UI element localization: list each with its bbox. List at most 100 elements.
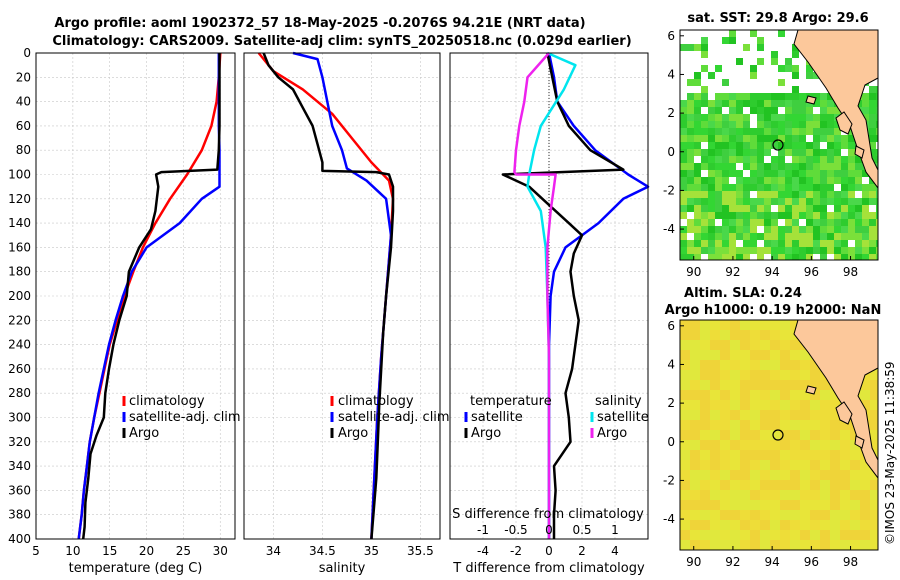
sst-cell <box>778 100 785 107</box>
sla-cell <box>730 480 740 490</box>
sla-cell <box>780 540 790 550</box>
sst-cell <box>687 135 694 142</box>
sla-cell <box>720 460 730 470</box>
sst-cell <box>855 226 862 233</box>
sla-cell <box>850 530 860 540</box>
x-tick-label: 34 <box>266 544 281 558</box>
sla-cell <box>770 490 780 500</box>
sla-cell <box>850 490 860 500</box>
sla-cell <box>680 420 690 430</box>
sst-cell <box>771 58 778 65</box>
sst-cell <box>736 184 743 191</box>
sla-cell <box>820 480 830 490</box>
x-tick-label: 0 <box>545 544 553 558</box>
sst-cell <box>827 177 834 184</box>
sst-cell <box>792 156 799 163</box>
sst-cell <box>694 240 701 247</box>
sst-cell <box>820 240 827 247</box>
sla-cell <box>720 410 730 420</box>
y-tick-label: 200 <box>8 289 31 303</box>
sla-cell <box>810 530 820 540</box>
sst-cell <box>701 86 708 93</box>
sst-cell <box>743 163 750 170</box>
sst-cell <box>743 156 750 163</box>
sst-cell <box>834 219 841 226</box>
sla-cell <box>730 510 740 520</box>
x-tick-label: 34.5 <box>309 544 336 558</box>
sla-cell <box>700 450 710 460</box>
sst-cell <box>876 233 878 240</box>
x-axis-label: salinity <box>319 561 366 576</box>
sst-cell <box>785 219 792 226</box>
sst-cell <box>806 170 813 177</box>
sst-cell <box>813 205 820 212</box>
sla-cell <box>830 440 840 450</box>
legend-label-climatology: climatology <box>338 394 414 409</box>
sst-cell <box>869 107 876 114</box>
sla-cell <box>750 410 760 420</box>
sst-cell <box>820 114 827 121</box>
sla-cell <box>710 470 720 480</box>
sla-cell <box>750 440 760 450</box>
sst-cell <box>694 128 701 135</box>
y-tick-label: 160 <box>8 240 31 254</box>
sla-cell <box>680 500 690 510</box>
sla-cell <box>770 460 780 470</box>
sst-cell <box>680 121 687 128</box>
sst-cell <box>708 233 715 240</box>
sst-cell <box>834 198 841 205</box>
sst-cell <box>680 142 687 149</box>
sst-cell <box>743 240 750 247</box>
sla-cell <box>780 390 790 400</box>
sla-cell <box>870 380 878 390</box>
sst-cell <box>743 198 750 205</box>
sst-cell <box>757 163 764 170</box>
sst-cell <box>743 254 750 260</box>
sst-map: 90 92 94 96 98 6 4 2 0 -2 -4 <box>663 29 879 279</box>
sla-cell <box>760 470 770 480</box>
sst-cell <box>764 135 771 142</box>
sla-cell <box>830 510 840 520</box>
sla-cell <box>730 430 740 440</box>
sst-cell <box>736 121 743 128</box>
sst-cell <box>855 219 862 226</box>
sst-cell <box>722 170 729 177</box>
sst-cell <box>785 121 792 128</box>
sst-cell <box>694 149 701 156</box>
sla-cell <box>850 520 860 530</box>
sst-cell <box>806 149 813 156</box>
sst-cell <box>841 233 848 240</box>
sla-cell <box>680 470 690 480</box>
sla-cell <box>730 440 740 450</box>
sla-cell <box>870 520 878 530</box>
sla-cell <box>750 500 760 510</box>
sst-cell <box>785 191 792 198</box>
sst-cell <box>813 93 820 100</box>
sst-cell <box>876 86 878 93</box>
sst-cell <box>876 205 878 212</box>
sst-cell <box>778 212 785 219</box>
sla-cell <box>820 400 830 410</box>
sla-cell <box>690 330 700 340</box>
sst-cell <box>680 240 687 247</box>
sst-cell <box>792 226 799 233</box>
sst-cell <box>806 177 813 184</box>
lat-tick-label: 6 <box>667 29 675 43</box>
sst-cell <box>771 135 778 142</box>
sst-cell <box>799 128 806 135</box>
sst-cell <box>708 177 715 184</box>
sst-cell <box>708 156 715 163</box>
sst-cell <box>680 177 687 184</box>
sst-cell <box>729 219 736 226</box>
sst-cell <box>694 114 701 121</box>
sst-cell <box>701 93 708 100</box>
sla-cell <box>810 400 820 410</box>
sst-map-frame <box>679 29 879 261</box>
sla-cell <box>780 460 790 470</box>
sla-cell <box>700 330 710 340</box>
sst-cell <box>729 205 736 212</box>
sst-cell <box>848 212 855 219</box>
sst-cell <box>757 135 764 142</box>
sla-cell <box>820 430 830 440</box>
sla-cell <box>790 420 800 430</box>
